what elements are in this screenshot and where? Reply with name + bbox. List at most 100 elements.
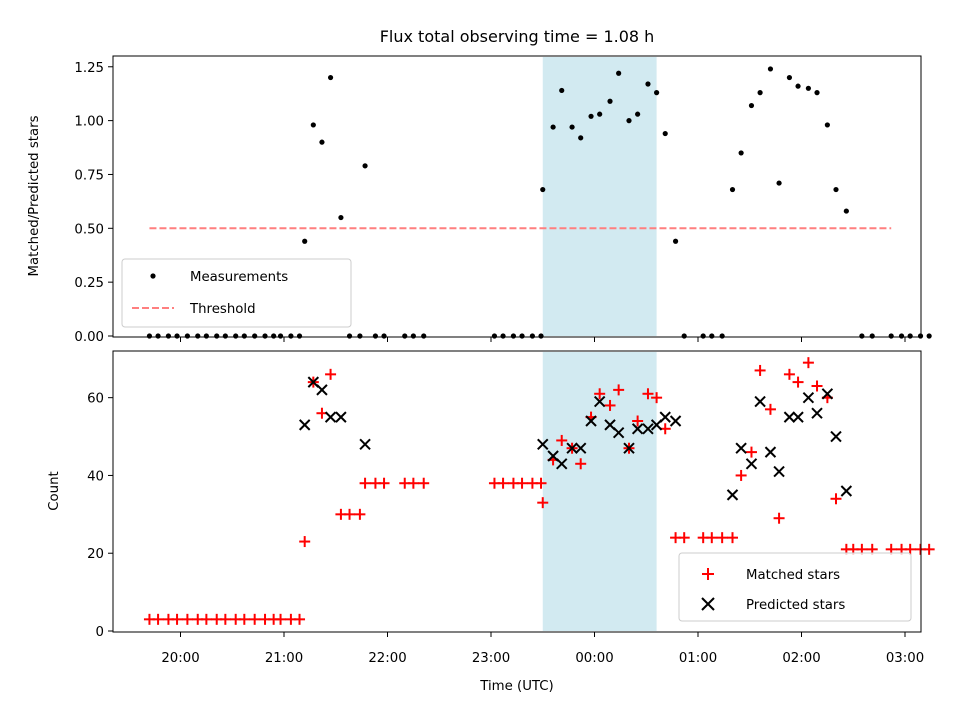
x-tick-label: 00:00 (575, 651, 613, 666)
cross-b (773, 465, 785, 478)
measurement-point (738, 150, 744, 156)
measurement-point (338, 214, 344, 221)
cross-b (593, 395, 606, 408)
measurement-point (805, 85, 812, 91)
measurement-point (833, 186, 839, 193)
y-tick-label: 0.50 (74, 222, 104, 237)
top-y-axis-label: Matched/Predicted stars (27, 115, 42, 276)
predicted-stars-point (792, 411, 804, 423)
measurement-point (843, 208, 849, 214)
matched-stars-point (773, 512, 785, 524)
matched-stars-point (830, 493, 842, 505)
bottom-x-ticks: 20:00 21:00 22:00 23:00 00:00 01:00 02:00 03:00 (161, 632, 924, 666)
measurement-point (491, 333, 498, 339)
matched-stars-point (642, 388, 654, 400)
measurement-point (888, 333, 894, 339)
matched-stars-point (516, 477, 528, 489)
y-tick-label: 0.25 (74, 276, 104, 291)
predicted-stars-point (830, 430, 842, 443)
measurement-point (262, 333, 268, 339)
cross-b (792, 411, 804, 423)
cross-b (783, 411, 796, 423)
measurement-point (776, 180, 782, 186)
matched-stars-point (344, 508, 356, 520)
legend-measurements-marker (150, 273, 156, 279)
matched-stars-point (152, 613, 164, 625)
cross-b (324, 411, 337, 423)
measurement-point (233, 333, 239, 339)
cross-b (642, 423, 654, 435)
bottom-legend: Matched stars Predicted stars (678, 552, 912, 622)
measurement-point (569, 124, 575, 130)
shaded-observing-span (542, 57, 657, 336)
predicted-stars-point (764, 446, 777, 458)
predicted-stars-point (745, 458, 758, 470)
x-tick-label: 03:00 (886, 651, 924, 666)
cross-b (821, 388, 834, 400)
matched-stars-point (537, 497, 549, 509)
matched-stars-point (325, 368, 337, 380)
predicted-stars-point (811, 407, 823, 419)
cross-b (811, 407, 823, 419)
measurement-point (165, 333, 172, 339)
x-tick-label: 01:00 (679, 651, 717, 666)
bottom-panel: 0 20 40 60 20:00 21:00 22:00 23:00 00:00 01:00 02… (47, 350, 935, 694)
measurement-point (519, 333, 525, 339)
measurement-point (529, 333, 536, 339)
measurement-point (767, 66, 774, 72)
cross-b (574, 442, 587, 454)
bottom-y-ticks: 0 20 40 60 (87, 392, 113, 640)
measurement-point (700, 333, 706, 339)
predicted-stars-point (821, 388, 834, 400)
measurement-point (302, 238, 308, 244)
matched-stars-point (181, 613, 193, 625)
measurement-point (907, 333, 913, 339)
measurement-point (296, 333, 303, 339)
measurement-point (288, 333, 294, 339)
measurement-point (824, 122, 830, 128)
legend-matched-label: Matched stars (746, 568, 840, 583)
measurement-point (203, 333, 209, 339)
predicted-stars-point (783, 411, 796, 423)
cross-b (307, 376, 320, 388)
predicted-stars-point (574, 442, 587, 454)
measurement-point (310, 122, 316, 128)
predicted-stars-point (566, 442, 578, 454)
measurement-point (859, 333, 865, 339)
cross-b (659, 411, 671, 423)
matched-stars-point (200, 613, 212, 625)
cross-b (840, 485, 853, 497)
measurement-point (277, 333, 284, 339)
measurement-point (510, 333, 517, 339)
measurement-point (757, 90, 763, 96)
matched-stars-point (923, 543, 935, 555)
y-tick-label: 60 (87, 392, 104, 407)
bottom-plot-frame (112, 350, 922, 633)
matched-stars-point (811, 380, 823, 392)
matched-stars-point (575, 458, 587, 470)
x-tick-label: 20:00 (161, 651, 199, 666)
measurement-point (597, 111, 603, 117)
measurement-point (786, 74, 793, 81)
matched-stars-point (706, 532, 718, 544)
measurement-point (550, 124, 556, 130)
predicted-stars-point (556, 458, 568, 470)
cross-b (585, 415, 597, 427)
matched-stars-point (604, 399, 616, 411)
legend-matched-marker (702, 568, 714, 580)
x-tick-label: 21:00 (265, 651, 303, 666)
measurement-point (195, 333, 201, 339)
y-tick-label: 40 (87, 469, 104, 484)
predicted-stars-point (735, 442, 747, 454)
predicted-stars-point (612, 426, 625, 439)
matched-stars-point (727, 532, 738, 544)
cross-b (612, 426, 625, 439)
predicted-stars-point (359, 438, 371, 451)
measurement-point (184, 333, 190, 339)
measurement-point (719, 333, 725, 339)
predicted-stars-point (537, 438, 549, 451)
matched-stars-point (716, 532, 728, 544)
cross-b (745, 458, 758, 470)
matched-stars-point (359, 477, 371, 489)
